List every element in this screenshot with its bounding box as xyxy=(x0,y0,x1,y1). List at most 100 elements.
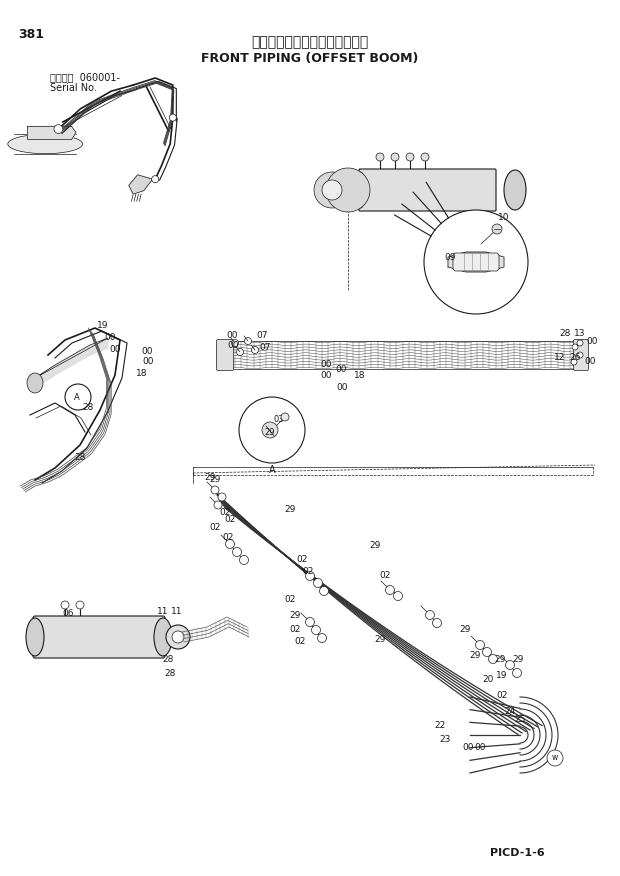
Text: 02: 02 xyxy=(285,596,296,604)
Text: 02: 02 xyxy=(210,523,221,532)
Text: 24: 24 xyxy=(505,708,516,717)
Circle shape xyxy=(326,168,370,212)
Circle shape xyxy=(406,153,414,161)
Circle shape xyxy=(306,571,314,581)
Circle shape xyxy=(244,337,252,344)
Text: 00: 00 xyxy=(141,348,153,357)
Text: 00: 00 xyxy=(104,333,116,342)
Text: 29: 29 xyxy=(459,625,471,634)
Ellipse shape xyxy=(27,373,43,393)
Circle shape xyxy=(231,340,239,347)
Circle shape xyxy=(482,647,492,656)
Text: 29: 29 xyxy=(494,655,506,665)
Text: 29: 29 xyxy=(370,540,381,549)
Circle shape xyxy=(236,349,244,356)
Circle shape xyxy=(572,344,578,350)
Text: 18: 18 xyxy=(136,370,148,378)
Circle shape xyxy=(577,352,583,358)
Text: 13: 13 xyxy=(574,328,586,337)
Circle shape xyxy=(492,224,502,234)
Polygon shape xyxy=(28,126,76,139)
Circle shape xyxy=(391,153,399,161)
Text: 25: 25 xyxy=(515,716,526,724)
Text: 11: 11 xyxy=(171,607,183,617)
Ellipse shape xyxy=(26,618,44,656)
Circle shape xyxy=(314,578,322,588)
Ellipse shape xyxy=(354,172,366,208)
Text: 02: 02 xyxy=(303,568,314,576)
Text: 28: 28 xyxy=(559,328,570,337)
Circle shape xyxy=(338,180,358,200)
Text: 00: 00 xyxy=(474,744,485,752)
Circle shape xyxy=(281,413,289,421)
Text: 19: 19 xyxy=(97,321,108,330)
Circle shape xyxy=(317,633,327,642)
Text: 19: 19 xyxy=(496,670,508,680)
Circle shape xyxy=(332,174,364,206)
Circle shape xyxy=(226,540,234,548)
Circle shape xyxy=(476,640,484,649)
Text: 00: 00 xyxy=(587,337,598,347)
Polygon shape xyxy=(129,175,153,194)
Circle shape xyxy=(214,501,222,509)
Circle shape xyxy=(311,625,321,634)
Text: 10: 10 xyxy=(498,213,510,222)
Ellipse shape xyxy=(154,618,172,656)
Circle shape xyxy=(319,587,329,596)
Text: 23: 23 xyxy=(440,736,451,745)
Circle shape xyxy=(571,359,577,365)
Text: 02: 02 xyxy=(296,555,308,564)
Text: 00: 00 xyxy=(228,342,239,350)
Circle shape xyxy=(61,601,69,609)
Text: 29: 29 xyxy=(512,655,524,665)
Text: 29: 29 xyxy=(374,635,386,645)
Text: 02: 02 xyxy=(290,625,301,634)
Text: 00: 00 xyxy=(142,357,154,366)
Text: 00: 00 xyxy=(321,371,332,380)
Circle shape xyxy=(314,172,350,208)
FancyBboxPatch shape xyxy=(33,616,165,658)
Ellipse shape xyxy=(8,134,82,153)
Text: 29: 29 xyxy=(469,651,481,660)
Circle shape xyxy=(306,618,314,626)
Text: 00: 00 xyxy=(109,345,121,354)
Text: 02: 02 xyxy=(224,515,236,525)
Circle shape xyxy=(211,486,219,494)
Text: 29: 29 xyxy=(264,428,275,437)
Circle shape xyxy=(322,180,342,200)
Circle shape xyxy=(232,548,242,556)
Text: 07: 07 xyxy=(259,343,271,352)
Text: 20: 20 xyxy=(482,675,494,684)
Text: 00: 00 xyxy=(226,330,237,340)
Text: 29: 29 xyxy=(205,473,216,482)
Text: 29: 29 xyxy=(210,476,221,484)
Circle shape xyxy=(65,384,91,410)
Circle shape xyxy=(505,661,515,669)
Text: 適用号機  060001-: 適用号機 060001- xyxy=(50,72,120,82)
Text: 02: 02 xyxy=(294,638,306,646)
Text: 07: 07 xyxy=(256,331,268,341)
Text: 12: 12 xyxy=(554,354,565,363)
Polygon shape xyxy=(448,252,504,272)
Circle shape xyxy=(262,422,278,438)
Text: 381: 381 xyxy=(18,28,44,41)
Circle shape xyxy=(239,397,305,463)
Text: 29: 29 xyxy=(290,611,301,619)
Circle shape xyxy=(421,153,429,161)
Circle shape xyxy=(433,618,441,627)
Text: 22: 22 xyxy=(435,720,446,730)
FancyBboxPatch shape xyxy=(216,340,234,371)
Circle shape xyxy=(218,493,226,501)
Text: 03: 03 xyxy=(274,415,285,424)
Text: 18: 18 xyxy=(354,371,366,380)
Circle shape xyxy=(394,591,402,601)
Text: 02: 02 xyxy=(219,508,231,517)
Text: Serial No.: Serial No. xyxy=(50,83,97,93)
Text: A: A xyxy=(74,392,80,401)
Circle shape xyxy=(166,625,190,649)
Circle shape xyxy=(424,210,528,314)
Circle shape xyxy=(577,340,583,346)
FancyBboxPatch shape xyxy=(453,253,499,271)
FancyBboxPatch shape xyxy=(359,169,496,211)
Text: 26: 26 xyxy=(569,354,581,363)
